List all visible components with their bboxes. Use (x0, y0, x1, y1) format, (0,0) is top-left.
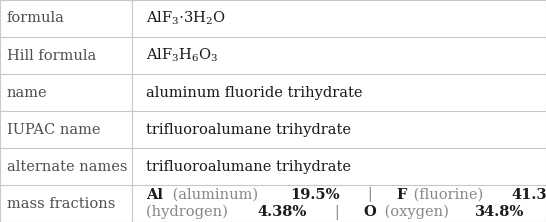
Text: |: | (354, 188, 387, 202)
Text: IUPAC name: IUPAC name (7, 123, 100, 137)
Text: Hill formula: Hill formula (7, 48, 96, 63)
Text: aluminum fluoride trihydrate: aluminum fluoride trihydrate (146, 85, 363, 99)
Text: $\mathregular{AlF_3H_6O_3}$: $\mathregular{AlF_3H_6O_3}$ (146, 47, 218, 64)
Text: F: F (396, 188, 406, 202)
Text: mass fractions: mass fractions (7, 196, 115, 210)
Text: (hydrogen): (hydrogen) (146, 205, 232, 219)
Text: 34.8%: 34.8% (474, 205, 524, 219)
Text: name: name (7, 85, 47, 99)
Text: 4.38%: 4.38% (257, 205, 307, 219)
Text: (aluminum): (aluminum) (168, 188, 263, 202)
Text: 19.5%: 19.5% (290, 188, 340, 202)
Text: 41.3%: 41.3% (511, 188, 546, 202)
Text: O: O (363, 205, 376, 219)
Text: Al: Al (146, 188, 163, 202)
Text: trifluoroalumane trihydrate: trifluoroalumane trihydrate (146, 159, 351, 174)
Text: |: | (321, 204, 354, 220)
Text: trifluoroalumane trihydrate: trifluoroalumane trihydrate (146, 123, 351, 137)
Text: formula: formula (7, 12, 64, 26)
Text: (fluorine): (fluorine) (410, 188, 488, 202)
Text: (oxygen): (oxygen) (379, 205, 453, 219)
Text: alternate names: alternate names (7, 159, 127, 174)
Text: $\mathregular{AlF_3{\cdot}3H_2O}$: $\mathregular{AlF_3{\cdot}3H_2O}$ (146, 10, 225, 27)
